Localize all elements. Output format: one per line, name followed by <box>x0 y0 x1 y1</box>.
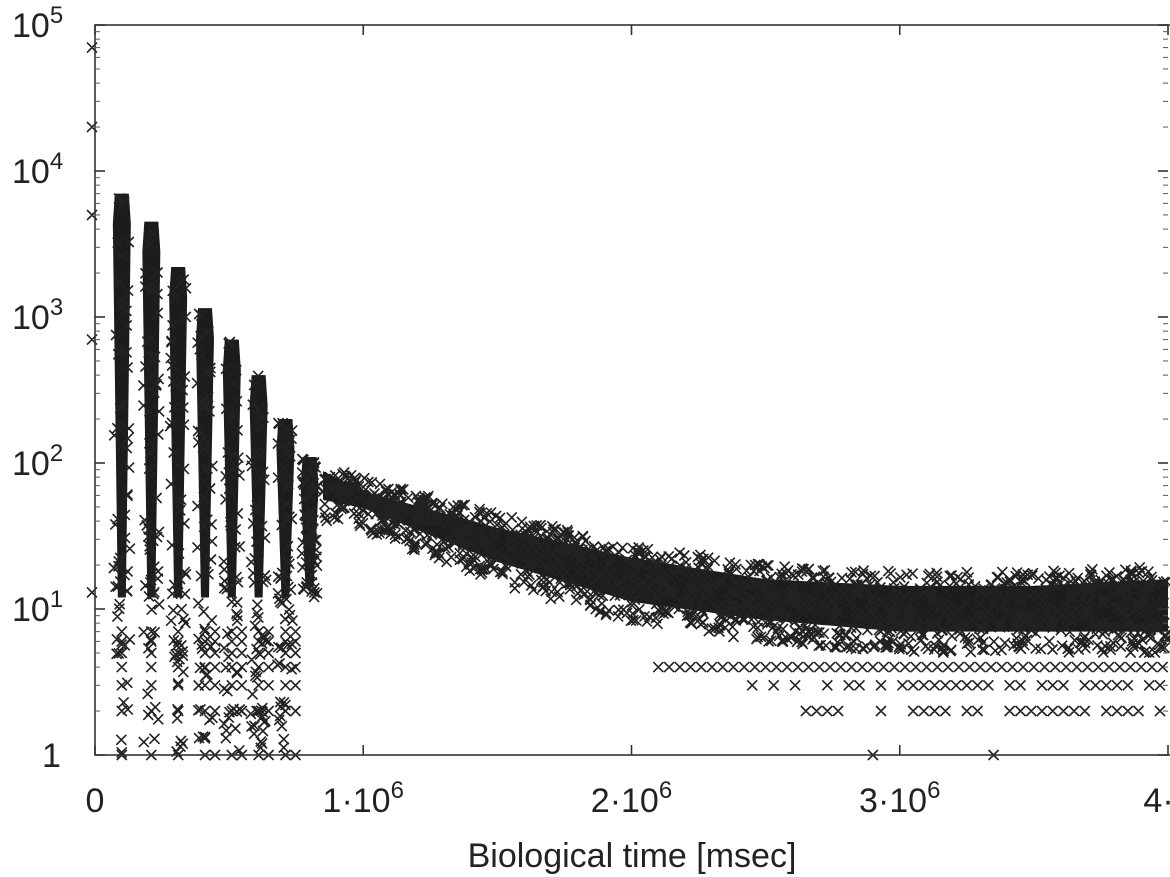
y-tick-label: 102 <box>12 440 63 483</box>
y-tick-label: 1 <box>42 737 61 775</box>
x-tick-label: 1·106 <box>323 777 404 820</box>
x-tick-label: 4·1 <box>1143 782 1170 820</box>
x-axis-label: Biological time [msec] <box>468 837 797 875</box>
x-tick-label: 3·106 <box>859 777 940 820</box>
column-body <box>112 193 131 598</box>
x-axis: 0 1·106 2·106 3·106 4·1 <box>86 25 1170 820</box>
y-tick-label: 104 <box>12 148 63 191</box>
x-tick-label: 0 <box>86 782 105 820</box>
y-tick-label: 101 <box>12 586 63 629</box>
y-axis: 1 101 102 103 104 105 <box>12 2 1168 775</box>
x-tick-label: 2·106 <box>591 777 672 820</box>
x-markers <box>86 42 1170 761</box>
data-points <box>86 42 1170 761</box>
y-tick-label: 105 <box>12 2 63 45</box>
y-tick-label: 103 <box>12 294 63 337</box>
axes-box <box>94 24 1170 756</box>
plot-frame <box>94 24 1170 756</box>
column-body <box>169 267 188 598</box>
column-body <box>249 375 268 598</box>
